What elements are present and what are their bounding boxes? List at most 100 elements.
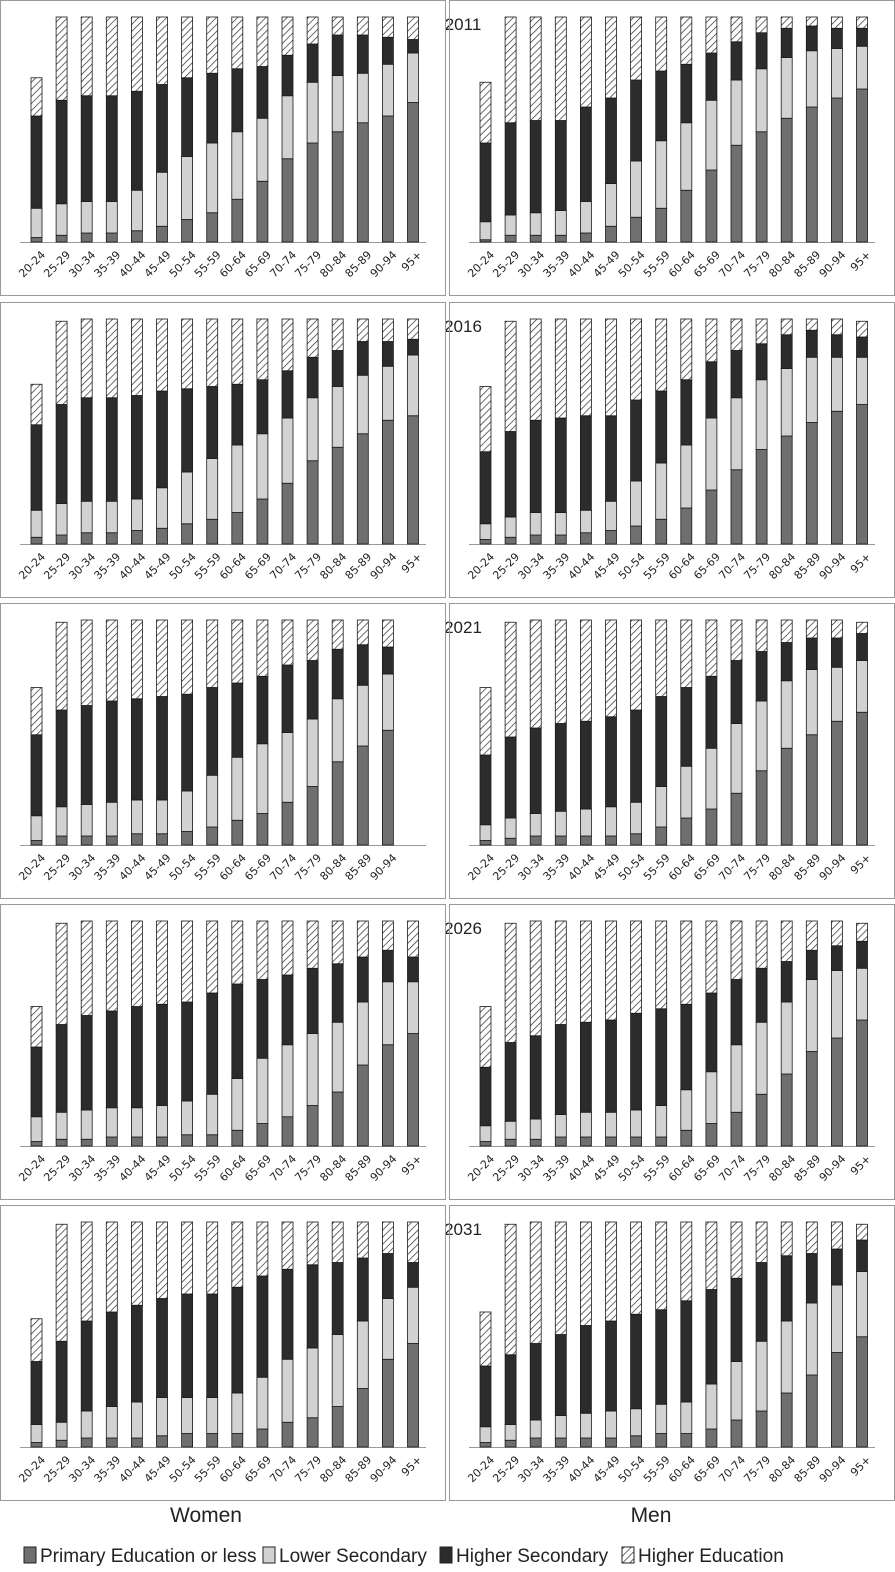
bar-primary-50-54 [181,1433,194,1448]
bar-lower-secondary-65-69 [256,1376,269,1430]
tick-label-20-24: 20-24 [16,851,48,883]
legend-swatch-higher-education [621,1546,635,1564]
tick-label-40-44: 40-44 [566,851,598,883]
bar-higher-education-80-84 [331,920,344,965]
bar-primary-95+ [856,1019,868,1147]
bar-lower-secondary-70-74 [281,95,294,160]
bar-primary-90-94 [831,97,843,243]
bar-primary-50-54 [630,833,642,846]
bar-primary-55-59 [655,518,668,545]
bar-higher-education-55-59 [655,16,668,72]
legend: Primary Education or less Lower Secondar… [23,1546,784,1567]
bar-lower-secondary-45-49 [605,1111,617,1138]
tick-label-75-79: 75-79 [741,1453,773,1485]
bar-lower-secondary-65-69 [705,99,718,171]
tick-label-95+: 95+ [848,1453,874,1479]
panel-2016-men: 20-2425-2930-3435-3940-4445-4950-5455-59… [449,302,895,598]
bar-primary-95+ [407,1343,419,1448]
bar-primary-55-59 [206,1134,219,1147]
bar-lower-secondary-30-34 [529,813,542,837]
tick-label-45-49: 45-49 [142,248,174,280]
bar-higher-secondary-95+ [856,940,868,969]
tick-label-40-44: 40-44 [566,248,598,280]
bar-lower-secondary-50-54 [630,1109,642,1138]
bar-higher-secondary-45-49 [156,390,168,489]
bar-higher-education-50-54 [181,318,194,390]
bar-higher-secondary-95+ [407,956,419,983]
bar-higher-education-75-79 [755,318,768,345]
bar-higher-secondary-70-74 [281,974,294,1046]
bar-higher-secondary-70-74 [281,370,294,419]
tick-label-50-54: 50-54 [616,1453,648,1485]
tick-label-55-59: 55-59 [641,851,673,883]
bar-higher-secondary-95+ [856,633,868,661]
bar-higher-secondary-55-59 [655,1309,668,1405]
tick-label-25-29: 25-29 [41,851,73,883]
bar-higher-secondary-60-64 [231,383,244,446]
tick-label-65-69: 65-69 [691,248,723,280]
bar-lower-secondary-35-39 [554,210,567,236]
bar-primary-85-89 [356,433,369,545]
bar-lower-secondary-45-49 [156,799,168,835]
bar-primary-55-59 [655,1136,668,1147]
bar-higher-education-20-24 [479,687,492,756]
bar-higher-education-80-84 [780,920,793,962]
bar-lower-secondary-90-94 [381,365,394,421]
tick-label-60-64: 60-64 [217,851,249,883]
bar-lower-secondary-45-49 [605,1410,617,1439]
bar-primary-25-29 [504,536,517,545]
bar-lower-secondary-55-59 [655,462,668,520]
bar-lower-secondary-40-44 [580,1412,592,1439]
tick-label-20-24: 20-24 [465,1152,497,1184]
bar-higher-education-75-79 [755,920,768,969]
bar-lower-secondary-35-39 [554,810,567,837]
bar-lower-secondary-45-49 [156,1397,168,1437]
bar-higher-secondary-70-74 [730,41,743,81]
bar-lower-secondary-70-74 [281,417,294,484]
bar-higher-education-70-74 [730,318,743,351]
bar-higher-education-50-54 [181,619,194,695]
bar-lower-secondary-40-44 [130,498,143,531]
bar-primary-20-24 [479,1442,492,1448]
bar-higher-secondary-85-89 [805,949,818,980]
bar-higher-education-70-74 [730,1221,743,1279]
bar-higher-education-45-49 [605,920,617,1021]
tick-label-25-29: 25-29 [490,1152,522,1184]
bar-primary-85-89 [805,734,818,846]
bar-primary-30-34 [529,835,542,846]
bar-primary-40-44 [130,230,143,243]
bar-higher-secondary-20-24 [479,1066,492,1127]
bar-higher-education-40-44 [130,920,143,1007]
tick-label-60-64: 60-64 [217,550,249,582]
tick-label-55-59: 55-59 [641,550,673,582]
bar-lower-secondary-40-44 [580,509,592,534]
panel-frame [0,1205,446,1501]
bar-higher-education-40-44 [130,619,143,700]
bar-primary-60-64 [231,1129,244,1147]
bar-lower-secondary-20-24 [479,824,492,841]
bar-higher-education-25-29 [55,1223,68,1342]
bar-primary-80-84 [331,131,344,243]
bar-lower-secondary-60-64 [231,756,244,821]
bar-lower-secondary-45-49 [605,500,617,531]
tick-label-80-84: 80-84 [766,851,798,883]
tick-label-40-44: 40-44 [566,1152,598,1184]
bar-higher-secondary-35-39 [554,417,567,513]
bar-primary-75-79 [306,1105,319,1147]
bar-higher-secondary-40-44 [580,415,592,511]
bar-primary-35-39 [554,534,567,545]
bar-lower-secondary-95+ [856,660,868,713]
bar-lower-secondary-55-59 [206,142,219,214]
tick-label-80-84: 80-84 [317,1453,349,1485]
bar-lower-secondary-95+ [407,1286,419,1344]
bar-higher-secondary-55-59 [655,390,668,464]
bar-lower-secondary-65-69 [705,747,718,810]
bar-primary-85-89 [805,1051,818,1147]
panel-2016-women: 20-2425-2930-3435-3940-4445-4950-5455-59… [0,302,446,598]
bar-higher-secondary-90-94 [381,1253,394,1299]
bar-higher-secondary-60-64 [680,1300,693,1403]
tick-label-70-74: 70-74 [716,851,748,883]
bar-primary-95+ [856,404,868,545]
tick-label-50-54: 50-54 [616,1152,648,1184]
bar-higher-secondary-50-54 [630,709,642,803]
